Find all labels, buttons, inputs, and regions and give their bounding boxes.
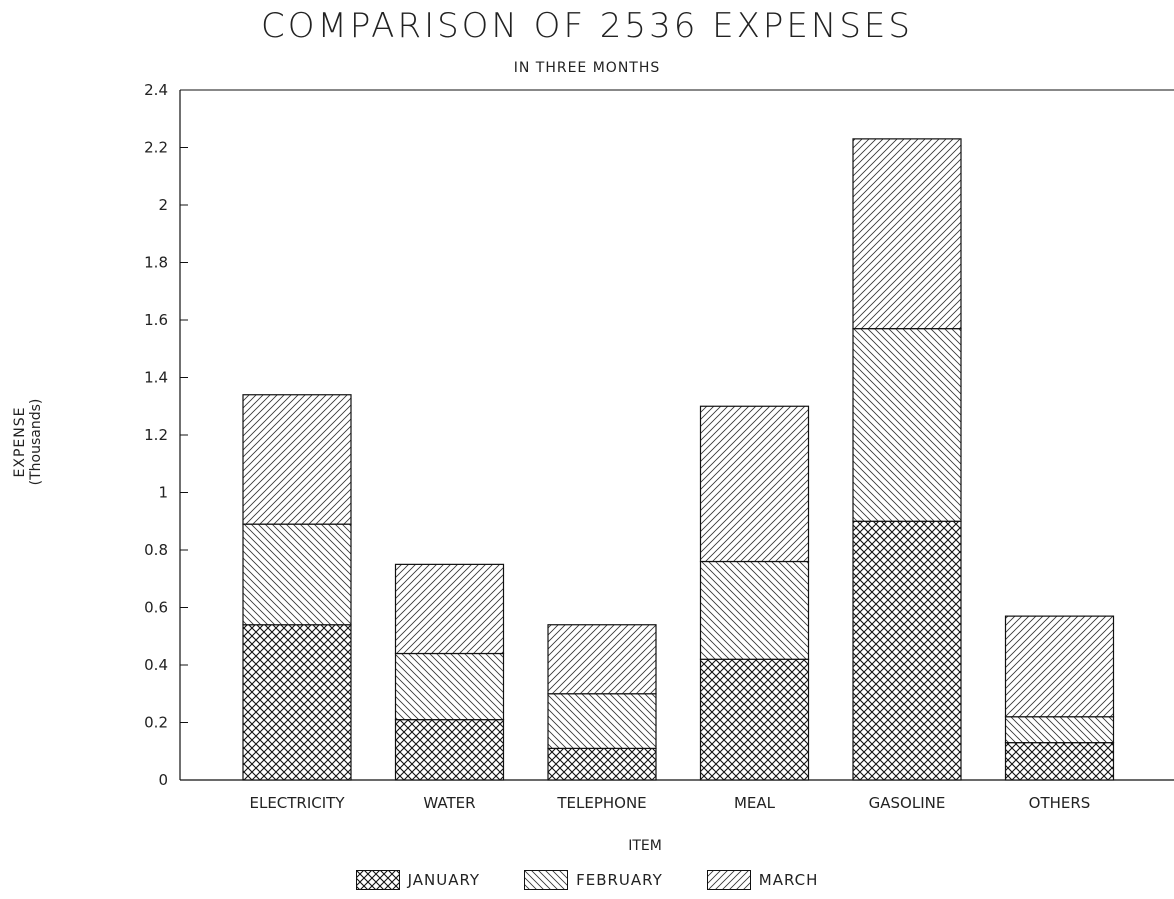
bar-segment-january-electricity	[242, 624, 352, 781]
y-axis-unit: (Thousands)	[28, 399, 44, 486]
legend-item-march: MARCH	[706, 870, 819, 890]
bar-segment-march-gasoline	[852, 138, 962, 330]
y-tick-label: 0.8	[144, 541, 168, 559]
legend: JANUARY FEBRUARY MARCH	[0, 870, 1174, 890]
y-tick-label: 2.2	[144, 139, 168, 157]
y-tick-label: 0.6	[144, 599, 168, 617]
bar-segment-february-others	[1004, 716, 1115, 744]
y-tick-label: 1.2	[144, 426, 168, 444]
x-tick-label: OTHERS	[1029, 794, 1091, 812]
legend-swatch-march	[706, 870, 751, 890]
bar-segment-february-gasoline	[852, 328, 962, 522]
bar-segment-january-others	[1004, 742, 1115, 781]
y-tick-label: 0	[158, 771, 168, 789]
y-tick-label: 0.2	[144, 714, 168, 732]
y-axis-label-svg: EXPENSE (Thousands)	[12, 399, 44, 486]
y-tick-label: 1.4	[144, 369, 168, 387]
bar-segment-march-water	[394, 563, 505, 655]
bar-segment-march-telephone	[547, 624, 657, 695]
bar-segment-february-meal	[699, 560, 810, 660]
x-axis-label: ITEM	[628, 838, 662, 854]
y-tick-label: 0.4	[144, 656, 168, 674]
y-axis-label: EXPENSE	[12, 407, 28, 478]
bar-segment-march-meal	[699, 405, 810, 563]
y-tick-label: 2	[158, 196, 168, 214]
x-tick-label: GASOLINE	[869, 794, 946, 812]
y-tick-label: 1.8	[144, 254, 168, 272]
bar-segment-january-water	[394, 719, 505, 781]
chart-subtitle: IN THREE MONTHS	[513, 60, 661, 76]
bar-segment-march-electricity	[242, 394, 352, 525]
ticks-layer: 0 0.2 0.4 0.6 0.8 1 1.2 1.4 1.6 1.8 2 2.2 2.4 ELECTRI…	[144, 81, 1090, 812]
legend-label-january: JANUARY	[407, 871, 481, 889]
x-tick-label: MEAL	[734, 794, 776, 812]
bar-segment-february-water	[394, 652, 505, 721]
y-axis-label-group: EXPENSE (Thousands)	[6, 382, 46, 502]
bar-segment-february-electricity	[242, 523, 352, 626]
bars-layer	[242, 138, 1115, 781]
bar-segment-march-others	[1004, 615, 1115, 718]
x-tick-label: TELEPHONE	[556, 794, 646, 812]
legend-swatch-january	[355, 870, 400, 890]
bar-segment-january-telephone	[547, 747, 657, 781]
legend-item-january: JANUARY	[355, 870, 481, 890]
legend-swatch-february	[524, 870, 569, 890]
x-tick-label: ELECTRICITY	[249, 794, 345, 812]
y-tick-label: 1	[158, 484, 168, 502]
x-tick-label: WATER	[423, 794, 475, 812]
legend-label-march: MARCH	[758, 871, 819, 889]
chart-title: COMPARISON OF 2536 EXPENSES	[261, 6, 913, 46]
legend-item-february: FEBRUARY	[524, 870, 663, 890]
y-tick-label: 2.4	[144, 81, 168, 99]
bar-segment-january-meal	[699, 658, 810, 781]
bar-segment-february-telephone	[547, 693, 657, 749]
y-tick-label: 1.6	[144, 311, 168, 329]
legend-label-february: FEBRUARY	[576, 871, 663, 889]
bar-segment-january-gasoline	[852, 520, 962, 781]
